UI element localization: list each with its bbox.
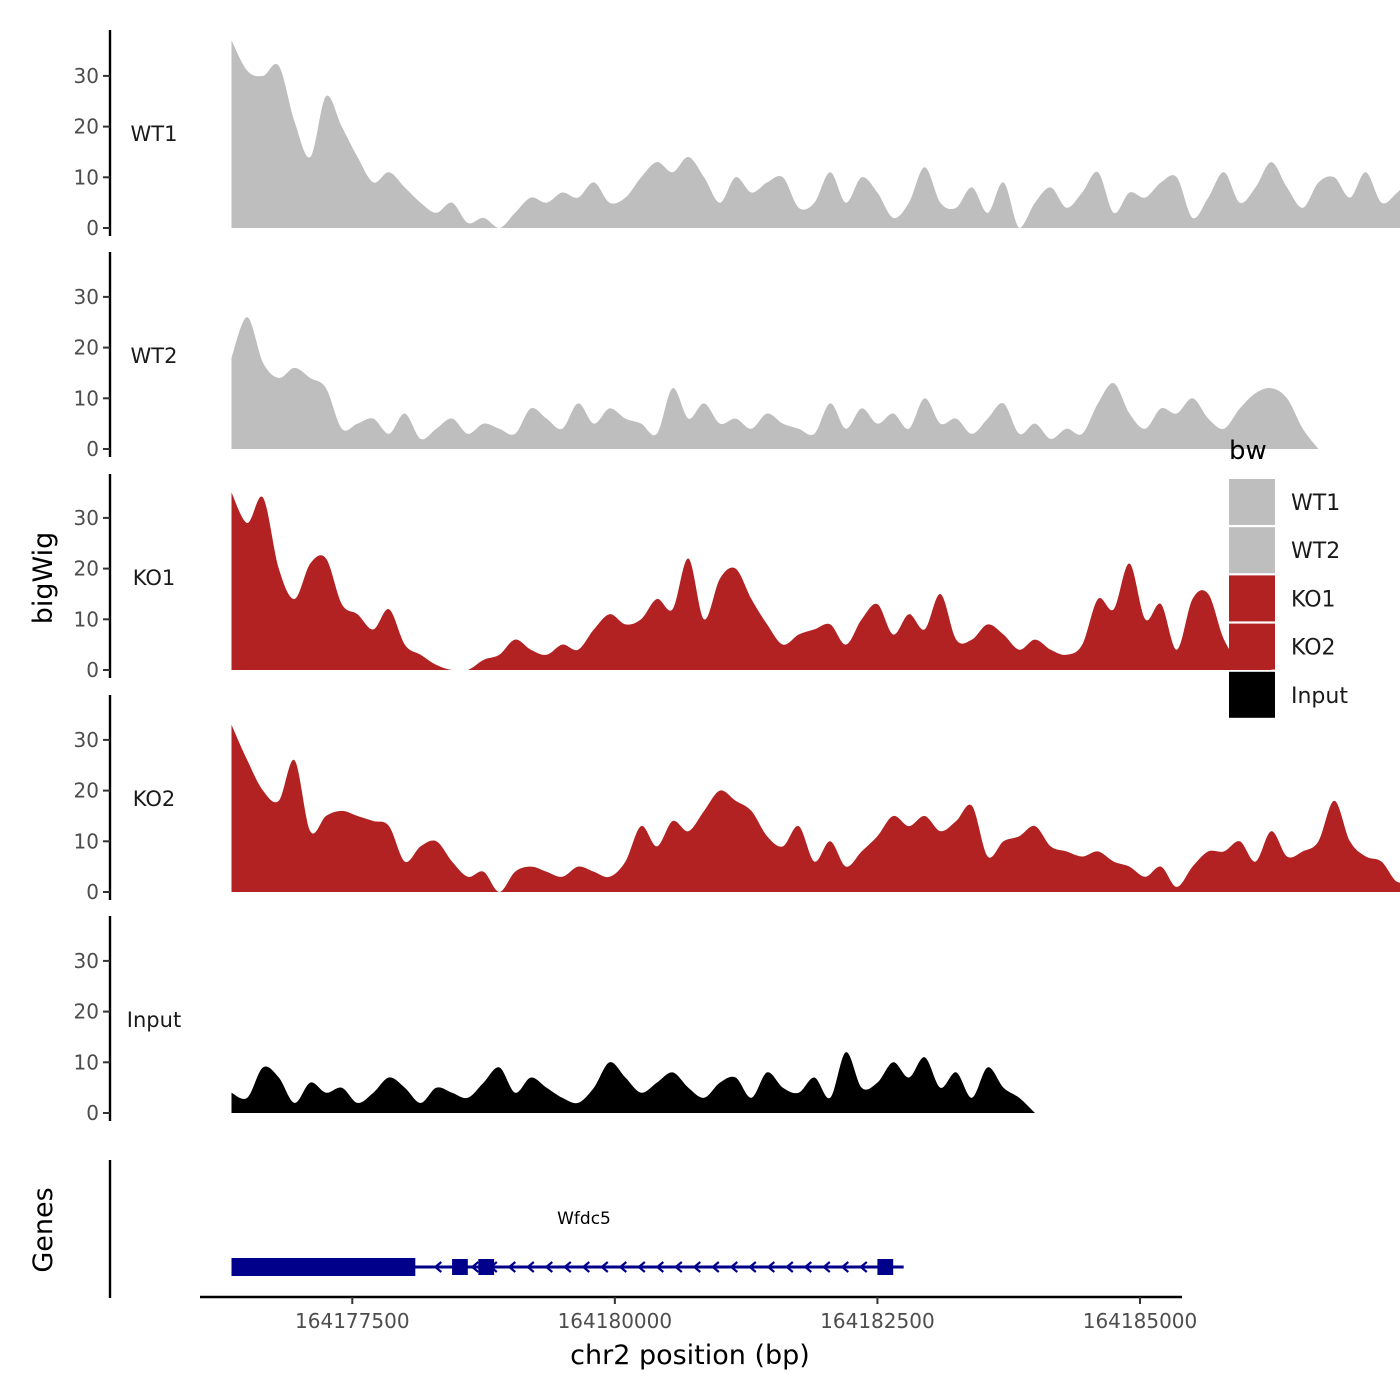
track-wt2: 0 10 20 30 WT2: [74, 252, 1319, 461]
legend: bw WT1 WT2 KO1 KO2 Input: [1229, 436, 1348, 718]
y-tick-label: 20: [74, 115, 99, 139]
x-tick-label: 164185000: [1083, 1309, 1198, 1333]
track-ko2: 0 10 20 30 KO2: [74, 695, 1400, 904]
y-tick-label: 10: [74, 165, 99, 189]
y-tick-label: 20: [74, 779, 99, 803]
y-tick-label: 0: [86, 880, 99, 904]
legend-label-ko2: KO2: [1291, 636, 1336, 661]
track-label: WT2: [131, 344, 178, 368]
strand-chevron: [766, 1261, 776, 1273]
y-tick-label: 10: [74, 607, 99, 631]
coverage-area-ko1: [231, 492, 1272, 670]
gene-exon: [478, 1259, 495, 1275]
y-tick-label: 20: [74, 336, 99, 360]
y-tick-label: 0: [86, 1101, 99, 1125]
strand-chevron: [840, 1261, 850, 1273]
y-tick-label: 30: [74, 285, 99, 309]
legend-swatch-ko2: [1229, 623, 1275, 670]
y-tick-label: 30: [74, 728, 99, 752]
track-label: KO2: [133, 787, 176, 811]
x-tick-label: 164177500: [295, 1309, 410, 1333]
strand-chevron: [563, 1261, 572, 1273]
legend-label-input: Input: [1291, 684, 1348, 709]
y-tick-label: 0: [86, 216, 99, 240]
strand-chevron: [526, 1261, 535, 1273]
x-axis: chr2 position (bp) 164177500 164180000 164…: [200, 1295, 1198, 1371]
gene-exon: [452, 1259, 468, 1275]
strand-chevron: [581, 1261, 591, 1273]
y-tick-label: 0: [86, 437, 99, 461]
gene-label: Wfdc5: [557, 1209, 611, 1229]
genes-track-title: Genes: [28, 1187, 59, 1272]
strand-chevron: [711, 1261, 720, 1273]
strand-chevron: [859, 1261, 868, 1273]
legend-swatch-wt2: [1229, 527, 1275, 574]
coverage-area-input: [231, 1052, 1035, 1113]
y-tick-label: 20: [74, 1000, 99, 1024]
coverage-tracks: 0 10 20 30 WT1 0 10 20 30 WT2 0 10 20 30 KO1 0 10 20 30 KO2…: [74, 30, 1400, 1125]
strand-chevron: [544, 1261, 554, 1273]
legend-title: bw: [1229, 436, 1267, 466]
strand-chevron: [470, 1261, 480, 1273]
strand-chevron: [803, 1261, 813, 1273]
y-tick-label: 0: [86, 658, 99, 682]
track-ko1: 0 10 20 30 KO1: [74, 474, 1272, 682]
strand-chevron: [618, 1261, 628, 1273]
strand-chevron: [655, 1261, 665, 1273]
track-wt1: 0 10 20 30 WT1: [74, 30, 1400, 240]
legend-swatch-wt1: [1229, 479, 1275, 525]
track-label: WT1: [131, 122, 178, 146]
legend-swatch-ko1: [1229, 575, 1275, 622]
legend-swatch-input: [1229, 671, 1275, 718]
strand-chevron: [600, 1261, 609, 1273]
track-input: 0 10 20 30 Input: [74, 916, 1035, 1125]
gene-exon: [231, 1258, 416, 1276]
strand-chevron: [637, 1261, 646, 1273]
legend-label-wt1: WT1: [1291, 491, 1340, 516]
gene-exon: [877, 1259, 894, 1275]
y-tick-label: 20: [74, 557, 99, 581]
strand-chevron: [822, 1261, 831, 1273]
x-tick-label: 164182500: [820, 1309, 935, 1333]
y-tick-label: 10: [74, 1050, 99, 1074]
track-label: KO1: [133, 566, 176, 590]
legend-label-ko1: KO1: [1291, 587, 1336, 612]
y-tick-label: 10: [74, 829, 99, 853]
y-tick-label: 10: [74, 386, 99, 410]
strand-chevron: [729, 1261, 739, 1273]
legend-label-wt2: WT2: [1291, 539, 1340, 564]
strand-chevron: [748, 1261, 757, 1273]
coverage-area-wt2: [231, 317, 1319, 449]
y-tick-label: 30: [74, 949, 99, 973]
strand-chevron: [785, 1261, 794, 1273]
strand-chevron: [507, 1261, 517, 1273]
x-axis-title: chr2 position (bp): [570, 1340, 810, 1371]
strand-chevron: [433, 1261, 443, 1273]
coverage-area-wt1: [231, 40, 1400, 228]
y-tick-label: 30: [74, 506, 99, 530]
strand-chevron: [674, 1261, 683, 1273]
gene-track: Genes Wfdc5: [28, 1160, 904, 1298]
strand-chevron: [692, 1261, 702, 1273]
coverage-area-ko2: [231, 724, 1400, 892]
y-axis-title: bigWig: [28, 532, 59, 625]
y-tick-label: 30: [74, 64, 99, 88]
x-tick-label: 164180000: [558, 1309, 673, 1333]
track-label: Input: [127, 1008, 181, 1032]
